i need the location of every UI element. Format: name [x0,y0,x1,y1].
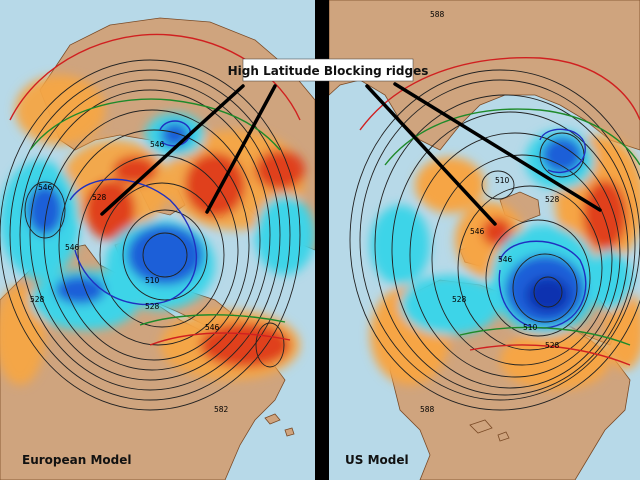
panel-divider [315,0,329,480]
trough-core [526,277,570,313]
height-contour [512,253,578,323]
contour-label: 528 [92,193,107,202]
red-contour [149,332,291,346]
negative-anomaly-area [400,275,500,335]
annotation-text: High Latitude Blocking ridges [228,64,429,78]
annotation-arrows [100,84,277,216]
blue-contour [69,178,197,305]
positive-anomaly-area [15,75,105,145]
red-contour [469,344,631,366]
trough-core [542,137,582,173]
annotation-arrows [365,82,602,226]
contour-label: 546 [498,255,513,264]
ridge-core [185,153,245,217]
contour-label: 546 [150,140,165,149]
panel-label: US Model [345,453,409,467]
height-contour [43,109,261,371]
contour-label: 546 [205,323,220,332]
height-contour [77,154,239,346]
height-contour [391,111,629,389]
contour-label: 588 [430,10,445,19]
contour-label: 588 [420,405,435,414]
height-contour [359,79,640,401]
caribbean-islands [264,413,295,437]
colored-contours [359,57,640,366]
height-contour [481,170,515,200]
contour-label: 510 [145,276,160,285]
us-model-panel: 588 510 528 546 528 546 510 528 588 US M… [329,0,640,480]
ridge-pointer-line [393,82,602,212]
height-contour [485,219,591,337]
height-contour [0,59,301,411]
height-contour [58,129,250,361]
blue-contour [498,240,587,329]
trough-core [27,185,63,235]
ridge-pointer-line [100,84,245,216]
trough-core [127,225,203,285]
red-contour [359,57,640,131]
blue-contour [539,128,586,174]
trough-core [55,276,105,304]
contour-label: 582 [214,405,229,414]
caribbean-islands [469,419,510,442]
height-contour [99,182,225,328]
height-contour [374,94,636,396]
height-contour [533,276,563,308]
height-contour [431,154,613,366]
height-contour [122,209,208,301]
negative-anomaly-area [255,195,315,275]
height-contour [9,69,291,401]
contour-label: 528 [452,295,467,304]
ridge-core [113,156,157,184]
annotation-box [242,58,414,82]
height-contour [19,79,281,391]
height-contour [24,181,66,239]
height-contour [29,89,271,381]
contour-label: 528 [545,341,560,350]
contour-labels: 588 510 528 546 528 546 510 528 588 [420,10,560,414]
contour-label: 528 [545,195,560,204]
height-contours [349,69,640,411]
contour-label: 528 [30,295,45,304]
positive-anomaly-area [500,330,610,390]
positive-anomaly-area [415,157,485,213]
contour-labels: 546 528 546 546 528 510 528 546 582 [30,140,229,414]
contour-label: 510 [495,176,510,185]
height-contour [409,132,621,378]
height-contours [0,59,301,411]
ridge-pointer-line [205,84,277,214]
contour-label: 546 [65,243,80,252]
height-contour [142,232,188,278]
height-contour [457,185,603,351]
positive-anomaly-area [605,290,640,370]
green-contour [384,108,640,166]
ridge-core [482,218,512,246]
ridge-pointer-line [365,84,497,226]
annotation-label: High Latitude Blocking ridges [228,58,429,82]
ridge-core [200,323,290,367]
green-contour [139,314,286,326]
contour-label: 528 [145,302,160,311]
anomaly-fills [0,75,315,385]
height-contour [255,322,285,368]
contour-label: 510 [523,323,538,332]
green-contour [459,326,631,346]
contour-label: 546 [470,227,485,236]
panel-label: European Model [22,453,131,467]
contour-label: 546 [38,183,53,192]
negative-anomaly-area [370,205,430,285]
height-contour [349,69,640,411]
blue-contour [159,120,191,147]
